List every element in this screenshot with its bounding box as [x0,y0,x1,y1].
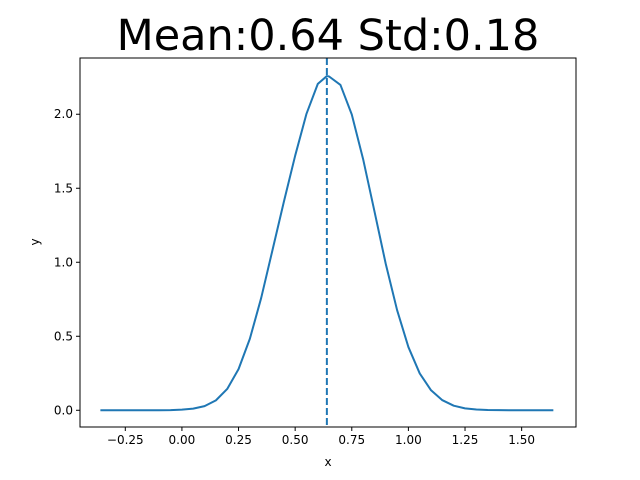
x-tick-label: 0.75 [338,433,365,447]
x-tick-label: 0.25 [225,433,252,447]
x-tick-label: 0.50 [282,433,309,447]
y-tick-label: 0.0 [54,403,73,417]
plot-frame [79,57,577,428]
x-axis: −0.25 0.00 0.25 0.50 0.75 1.00 1.25 1.50 [107,427,535,447]
y-tick-label: 2.0 [54,107,73,121]
y-tick-label: 1.0 [54,255,73,269]
x-tick-label: −0.25 [107,433,144,447]
x-tick-label: 0.00 [169,433,196,447]
x-axis-label: x [324,455,331,469]
y-axis: 0.0 0.5 1.0 1.5 2.0 [54,107,80,417]
density-curve-line-0 [100,75,554,412]
x-tick-label: 1.00 [395,433,422,447]
y-tick-label: 1.5 [54,181,73,195]
x-tick-label: 1.50 [508,433,535,447]
x-tick-label: 1.25 [452,433,479,447]
plot-content [100,58,554,427]
y-axis-label: y [28,238,42,245]
y-tick-label: 0.5 [54,329,73,343]
chart-title: Mean:0.64 Std:0.18 [117,11,540,61]
